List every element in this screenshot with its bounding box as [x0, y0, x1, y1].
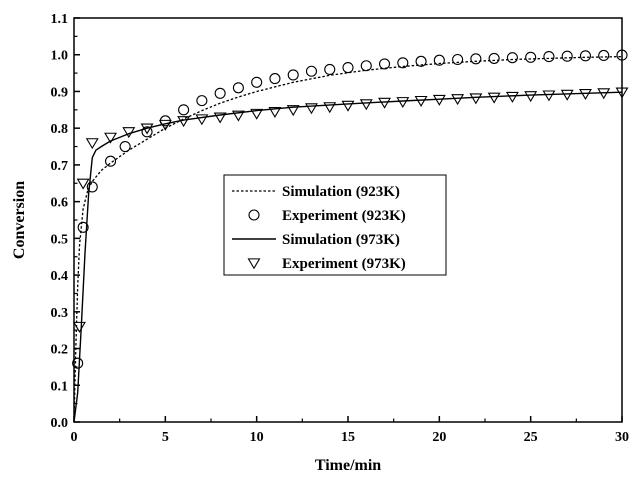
data-point-experiment-923k	[141, 126, 153, 138]
data-point-experiment-973k	[305, 103, 318, 115]
x-tick-label: 20	[432, 430, 446, 445]
y-tick-label: 0.7	[51, 159, 69, 174]
series-line-simulation-923k	[73, 55, 623, 423]
data-point-experiment-923k	[251, 76, 263, 88]
legend-label-experiment-923k: Experiment (923K)	[282, 208, 406, 224]
data-point-experiment-923k	[543, 51, 555, 63]
x-tick-label: 25	[524, 430, 538, 445]
data-point-experiment-923k	[342, 62, 354, 74]
legend-box	[223, 174, 447, 276]
legend-label-simulation-973k: Simulation (973K)	[282, 232, 400, 248]
legend-label-experiment-973k: Experiment (973K)	[282, 256, 406, 272]
data-point-experiment-923k	[525, 51, 537, 63]
data-point-experiment-973k	[122, 127, 136, 139]
y-tick-label: 1.1	[51, 12, 69, 27]
axis-ticks	[73, 17, 623, 423]
x-tick-label: 10	[250, 430, 264, 445]
data-point-experiment-923k	[488, 52, 500, 64]
data-point-experiment-973k	[597, 88, 611, 100]
data-point-experiment-973k	[231, 110, 245, 122]
data-point-experiment-923k	[86, 181, 98, 193]
legend-label-simulation-923k: Simulation (923K)	[282, 184, 400, 200]
tick-labels: 0 5 10 15 20 25 30 0.0 0.1 0.2 0.3 0.4 0.5 0.6 0.7 0.8 0…	[51, 12, 630, 445]
data-point-experiment-973k	[140, 123, 154, 135]
data-point-experiment-973k	[469, 93, 483, 105]
data-point-experiment-973k	[268, 106, 282, 118]
legend: Simulation (923K) Experiment (923K) Simu…	[223, 174, 447, 276]
data-point-experiment-923k	[561, 50, 573, 62]
series-line-simulation-973k	[73, 91, 623, 423]
data-point-experiment-973k	[85, 138, 99, 150]
data-point-experiment-923k	[72, 357, 84, 369]
data-point-experiment-973k	[505, 91, 519, 103]
data-point-experiment-973k	[76, 178, 90, 190]
x-tick-label: 0	[71, 430, 78, 445]
data-point-experiment-973k	[213, 112, 227, 124]
data-point-experiment-973k	[432, 94, 446, 106]
plot-area	[72, 49, 629, 423]
x-axis-title: Time/min	[315, 457, 381, 474]
data-point-experiment-973k	[542, 90, 556, 102]
data-point-experiment-923k	[452, 53, 464, 66]
legend-symbol-experiment-973k	[247, 258, 261, 270]
data-point-experiment-923k	[196, 95, 208, 107]
data-point-experiment-923k	[360, 60, 372, 72]
y-tick-label: 0.4	[51, 269, 69, 284]
data-point-experiment-923k	[104, 155, 117, 167]
data-point-experiment-973k	[177, 116, 191, 128]
data-point-experiment-923k	[269, 73, 281, 85]
data-point-experiment-923k	[470, 53, 482, 65]
x-tick-label: 5	[162, 430, 169, 445]
data-point-experiment-973k	[414, 95, 428, 107]
y-axis-title: Conversion	[11, 181, 28, 259]
data-point-experiment-973k	[73, 321, 86, 333]
y-tick-label: 0.8	[51, 122, 69, 137]
data-point-experiment-923k	[305, 65, 318, 77]
data-point-experiment-923k	[378, 58, 391, 70]
data-point-experiment-973k	[579, 88, 592, 100]
data-point-experiment-923k	[397, 57, 409, 69]
data-point-experiment-973k	[359, 99, 373, 111]
y-tick-label: 0.6	[51, 196, 69, 211]
data-point-experiment-923k	[232, 82, 244, 94]
y-tick-label: 0.1	[51, 379, 69, 394]
x-tick-label: 30	[615, 430, 629, 445]
data-point-experiment-923k	[178, 104, 190, 116]
data-point-experiment-923k	[579, 50, 592, 62]
data-point-experiment-973k	[323, 102, 337, 114]
data-point-experiment-973k	[250, 108, 264, 120]
x-tick-label: 15	[341, 430, 355, 445]
data-point-experiment-973k	[341, 100, 355, 112]
data-point-experiment-923k	[324, 63, 336, 75]
legend-symbol-experiment-923k	[248, 209, 260, 221]
data-point-experiment-923k	[119, 140, 131, 153]
data-point-experiment-923k	[214, 87, 226, 99]
data-point-experiment-973k	[560, 89, 574, 101]
data-point-experiment-973k	[195, 114, 209, 126]
y-tick-label: 0.0	[51, 416, 69, 431]
y-tick-label: 0.9	[51, 85, 69, 100]
data-point-experiment-973k	[378, 97, 391, 109]
data-point-experiment-973k	[524, 91, 538, 103]
data-point-experiment-923k	[433, 54, 445, 66]
y-tick-label: 1.0	[51, 49, 69, 64]
data-point-experiment-973k	[104, 132, 117, 144]
y-tick-label: 0.5	[51, 232, 69, 247]
data-point-experiment-923k	[77, 221, 89, 233]
data-point-experiment-973k	[396, 97, 410, 109]
data-point-experiment-923k	[598, 49, 610, 62]
data-point-experiment-973k	[286, 105, 300, 117]
data-point-experiment-923k	[415, 55, 427, 67]
data-point-experiment-973k	[487, 92, 501, 104]
data-point-experiment-973k	[451, 94, 465, 106]
y-tick-label: 0.2	[51, 343, 69, 358]
data-point-experiment-923k	[506, 52, 518, 64]
data-point-experiment-923k	[287, 69, 299, 81]
data-point-experiment-973k	[158, 119, 172, 131]
y-tick-label: 0.3	[51, 306, 69, 321]
